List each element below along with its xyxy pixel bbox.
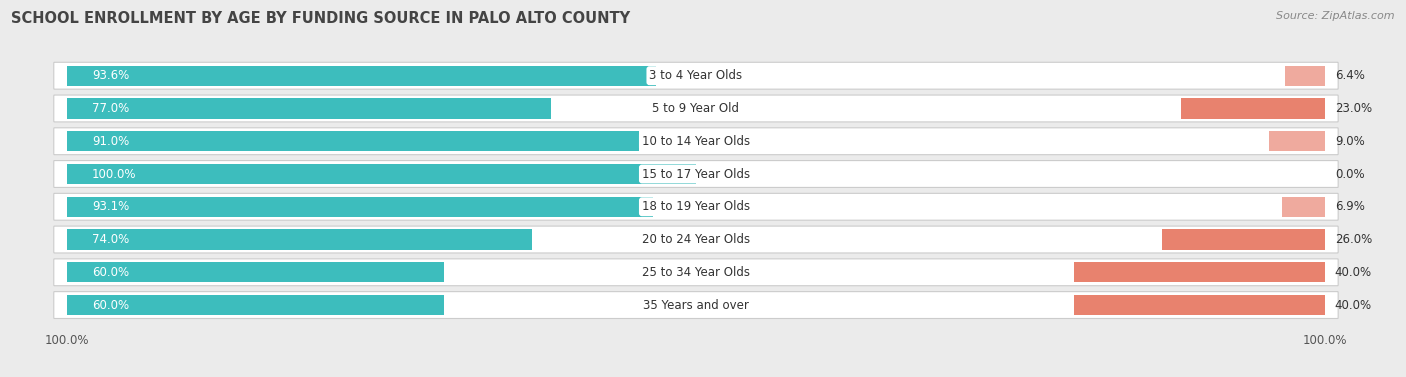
Text: 15 to 17 Year Olds: 15 to 17 Year Olds <box>643 167 749 181</box>
Bar <box>1268 131 1326 152</box>
Text: 18 to 19 Year Olds: 18 to 19 Year Olds <box>643 200 749 213</box>
Text: 6.4%: 6.4% <box>1334 69 1365 82</box>
FancyBboxPatch shape <box>53 226 1339 253</box>
Bar <box>66 66 655 86</box>
Text: 100.0%: 100.0% <box>91 167 136 181</box>
Text: 74.0%: 74.0% <box>91 233 129 246</box>
Text: 93.1%: 93.1% <box>91 200 129 213</box>
Text: Source: ZipAtlas.com: Source: ZipAtlas.com <box>1277 11 1395 21</box>
Text: SCHOOL ENROLLMENT BY AGE BY FUNDING SOURCE IN PALO ALTO COUNTY: SCHOOL ENROLLMENT BY AGE BY FUNDING SOUR… <box>11 11 630 26</box>
Text: 9.0%: 9.0% <box>1334 135 1364 148</box>
Text: 60.0%: 60.0% <box>91 266 129 279</box>
Text: 20 to 24 Year Olds: 20 to 24 Year Olds <box>643 233 749 246</box>
Text: 35 Years and over: 35 Years and over <box>643 299 749 311</box>
Text: 93.6%: 93.6% <box>91 69 129 82</box>
Bar <box>1074 262 1326 282</box>
FancyBboxPatch shape <box>53 292 1339 319</box>
FancyBboxPatch shape <box>53 62 1339 89</box>
FancyBboxPatch shape <box>53 161 1339 187</box>
Bar <box>66 131 640 152</box>
FancyBboxPatch shape <box>53 193 1339 220</box>
Text: 5 to 9 Year Old: 5 to 9 Year Old <box>652 102 740 115</box>
Text: 25 to 34 Year Olds: 25 to 34 Year Olds <box>643 266 749 279</box>
Text: 0.0%: 0.0% <box>1334 167 1364 181</box>
Bar <box>1161 229 1326 250</box>
Text: 10 to 14 Year Olds: 10 to 14 Year Olds <box>643 135 749 148</box>
Bar <box>66 98 551 119</box>
Bar <box>1181 98 1326 119</box>
Text: 91.0%: 91.0% <box>91 135 129 148</box>
Text: 40.0%: 40.0% <box>1334 299 1372 311</box>
FancyBboxPatch shape <box>53 259 1339 286</box>
Bar <box>66 164 696 184</box>
Bar <box>1074 295 1326 315</box>
Text: 26.0%: 26.0% <box>1334 233 1372 246</box>
FancyBboxPatch shape <box>53 128 1339 155</box>
Text: 23.0%: 23.0% <box>1334 102 1372 115</box>
Bar <box>66 262 444 282</box>
FancyBboxPatch shape <box>53 95 1339 122</box>
Text: 40.0%: 40.0% <box>1334 266 1372 279</box>
Text: 6.9%: 6.9% <box>1334 200 1365 213</box>
Text: 77.0%: 77.0% <box>91 102 129 115</box>
Bar <box>66 229 533 250</box>
Bar <box>1285 66 1326 86</box>
Bar <box>1282 197 1326 217</box>
Text: 60.0%: 60.0% <box>91 299 129 311</box>
Bar <box>66 295 444 315</box>
Text: 3 to 4 Year Olds: 3 to 4 Year Olds <box>650 69 742 82</box>
Bar <box>66 197 652 217</box>
